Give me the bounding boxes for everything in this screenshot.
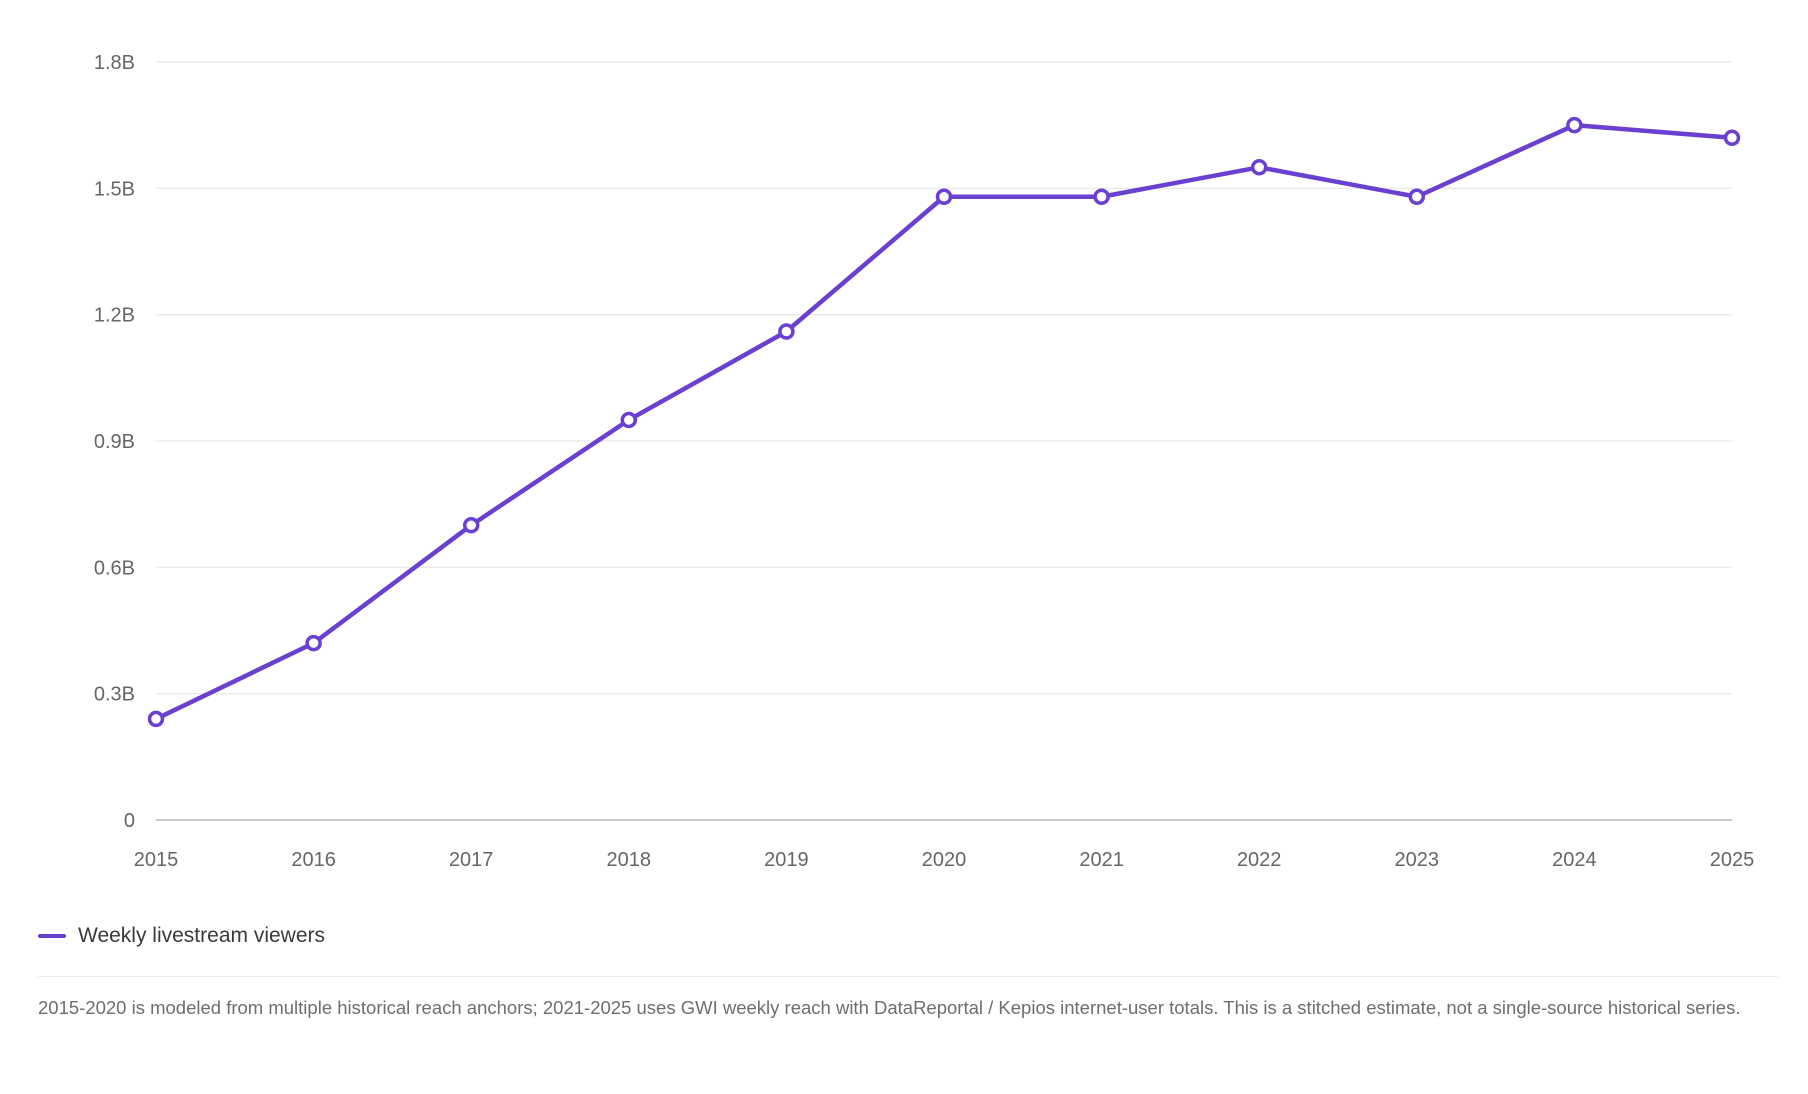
y-tick-label: 1.5B — [94, 178, 135, 200]
x-tick-label: 2020 — [922, 849, 967, 871]
x-tick-label: 2017 — [449, 849, 494, 871]
y-tick-label: 1.8B — [94, 52, 135, 74]
data-point[interactable] — [1093, 188, 1110, 206]
y-tick-label: 0.6B — [94, 557, 135, 579]
x-tick-label: 2018 — [607, 849, 652, 871]
data-point[interactable] — [305, 634, 322, 652]
data-point[interactable] — [1408, 188, 1426, 206]
legend-label: Weekly livestream viewers — [78, 924, 326, 947]
data-point[interactable] — [1250, 159, 1268, 176]
legend-swatch — [38, 934, 66, 938]
data-point[interactable] — [147, 710, 165, 728]
y-tick-label: 1.2B — [94, 305, 135, 327]
y-tick-label: 0.9B — [94, 431, 135, 453]
footnote: 2015-2020 is modeled from multiple histo… — [38, 997, 1741, 1018]
data-point[interactable] — [935, 188, 953, 206]
x-tick-label: 2024 — [1552, 849, 1597, 871]
x-tick-label: 2015 — [134, 849, 179, 871]
divider — [38, 976, 1778, 977]
grid-lines — [156, 61, 1732, 695]
x-tick-label: 2019 — [764, 849, 809, 871]
y-tick-label: 0.3B — [94, 684, 135, 706]
x-tick-label: 2016 — [291, 849, 336, 871]
data-point[interactable] — [1566, 116, 1583, 134]
series-line — [153, 122, 1735, 722]
x-tick-label: 2021 — [1079, 849, 1124, 871]
x-axis-ticks: 2015 2016 2017 2018 2019 2020 2021 2022 2023 2024… — [134, 849, 1755, 871]
y-tick-label: 0 — [124, 810, 135, 832]
data-point[interactable] — [462, 516, 480, 534]
x-tick-label: 2022 — [1237, 849, 1282, 871]
series-layer — [147, 116, 1741, 728]
data-point[interactable] — [620, 411, 638, 429]
data-point[interactable] — [1723, 129, 1741, 147]
legend: Weekly livestream viewers — [38, 924, 325, 948]
x-tick-label: 2023 — [1395, 849, 1440, 871]
line-chart: 00.3B0.6B0.9B1.2B1.5B1.8B 2015 2016 2017 20… — [94, 52, 1755, 871]
data-point[interactable] — [778, 323, 795, 340]
y-axis-ticks: 0 0.3B 0.6B 0.9B 1.2B 1.5B 1.8B — [94, 52, 135, 832]
x-tick-label: 2025 — [1710, 849, 1755, 871]
